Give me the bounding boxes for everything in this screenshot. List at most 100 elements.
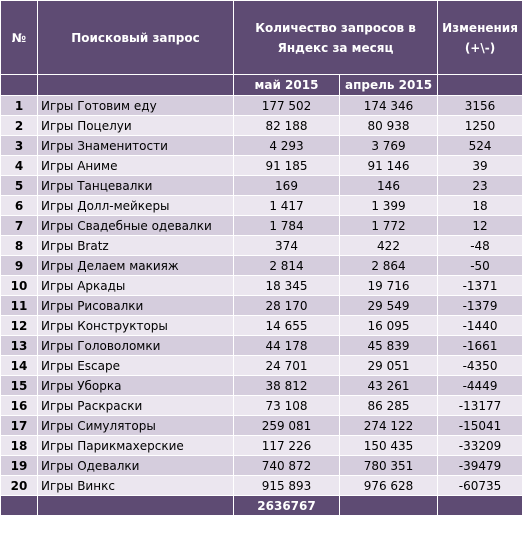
row-april-count: 45 839 [338, 335, 439, 356]
row-number: 16 [0, 395, 38, 416]
table-row: 17 Игры Симуляторы 259 081 274 122 -15041 [0, 415, 522, 436]
row-may-count: 91 185 [233, 155, 340, 176]
row-april-count: 146 [338, 175, 439, 196]
row-number: 9 [0, 255, 38, 276]
row-query: Игры Долл-мейкеры [37, 195, 234, 216]
row-april-count: 3 769 [338, 135, 439, 156]
row-change: -1371 [437, 275, 522, 296]
row-number: 13 [0, 335, 38, 356]
row-query: Игры Свадебные одевалки [37, 215, 234, 236]
table-body: 1 Игры Готовим еду 177 502 174 346 3156 2 Игры… [0, 95, 522, 496]
row-change: -1379 [437, 295, 522, 316]
row-query: Игры Аниме [37, 155, 234, 176]
row-april-count: 43 261 [338, 375, 439, 396]
row-query: Игры Парикмахерские [37, 435, 234, 456]
sub-empty-1 [0, 74, 38, 96]
row-may-count: 2 814 [233, 255, 340, 276]
row-may-count: 740 872 [233, 455, 340, 476]
row-change: 12 [437, 215, 522, 236]
table-row: 1 Игры Готовим еду 177 502 174 346 3156 [0, 95, 522, 116]
table-row: 4 Игры Аниме 91 185 91 146 39 [0, 155, 522, 176]
row-change: -1440 [437, 315, 522, 336]
row-may-count: 28 170 [233, 295, 340, 316]
total-empty-2 [37, 495, 234, 516]
total-empty-1 [0, 495, 38, 516]
row-query: Игры Аркады [37, 275, 234, 296]
total-row: 2636767 [0, 495, 522, 516]
row-query: Игры Танцевалки [37, 175, 234, 196]
sub-empty-2 [37, 74, 234, 96]
row-may-count: 18 345 [233, 275, 340, 296]
row-change: 18 [437, 195, 522, 216]
row-april-count: 29 051 [338, 355, 439, 376]
row-number: 3 [0, 135, 38, 156]
row-number: 10 [0, 275, 38, 296]
row-change: -13177 [437, 395, 522, 416]
col-query-header: Поисковый запрос [37, 0, 234, 75]
row-change: 23 [437, 175, 522, 196]
row-change: 3156 [437, 95, 522, 116]
row-change: 39 [437, 155, 522, 176]
table-row: 11 Игры Рисовалки 28 170 29 549 -1379 [0, 295, 522, 316]
table-row: 10 Игры Аркады 18 345 19 716 -1371 [0, 275, 522, 296]
row-may-count: 169 [233, 175, 340, 196]
row-may-count: 4 293 [233, 135, 340, 156]
table-row: 2 Игры Поцелуи 82 188 80 938 1250 [0, 115, 522, 136]
row-number: 2 [0, 115, 38, 136]
row-april-count: 86 285 [338, 395, 439, 416]
row-number: 12 [0, 315, 38, 336]
row-query: Игры Симуляторы [37, 415, 234, 436]
row-may-count: 1 784 [233, 215, 340, 236]
table-row: 8 Игры Bratz 374 422 -48 [0, 235, 522, 256]
total-empty-3 [338, 495, 439, 516]
row-query: Игры Винкс [37, 475, 234, 496]
row-number: 4 [0, 155, 38, 176]
table-row: 13 Игры Головоломки 44 178 45 839 -1661 [0, 335, 522, 356]
row-april-count: 1 399 [338, 195, 439, 216]
row-query: Игры Конструкторы [37, 315, 234, 336]
row-may-count: 915 893 [233, 475, 340, 496]
row-april-count: 274 122 [338, 415, 439, 436]
row-april-count: 1 772 [338, 215, 439, 236]
table-row: 5 Игры Танцевалки 169 146 23 [0, 175, 522, 196]
col-change-header: Изменения (+\-) [437, 0, 522, 75]
row-april-count: 780 351 [338, 455, 439, 476]
row-may-count: 38 812 [233, 375, 340, 396]
row-april-count: 80 938 [338, 115, 439, 136]
row-may-count: 24 701 [233, 355, 340, 376]
table-row: 16 Игры Раскраски 73 108 86 285 -13177 [0, 395, 522, 416]
row-may-count: 44 178 [233, 335, 340, 356]
row-april-count: 976 628 [338, 475, 439, 496]
row-april-count: 150 435 [338, 435, 439, 456]
row-change: -4350 [437, 355, 522, 376]
table-row: 3 Игры Знаменитости 4 293 3 769 524 [0, 135, 522, 156]
row-query: Игры Головоломки [37, 335, 234, 356]
row-query: Игры Одевалки [37, 455, 234, 476]
row-april-count: 2 864 [338, 255, 439, 276]
row-number: 6 [0, 195, 38, 216]
col-num-header: № [0, 0, 38, 75]
row-number: 8 [0, 235, 38, 256]
queries-table: № Поисковый запрос Количество запросов в… [0, 0, 522, 516]
sub-may-header: май 2015 [233, 74, 340, 96]
total-empty-4 [437, 495, 522, 516]
row-number: 1 [0, 95, 38, 116]
row-may-count: 374 [233, 235, 340, 256]
row-change: -15041 [437, 415, 522, 436]
row-number: 19 [0, 455, 38, 476]
row-april-count: 16 095 [338, 315, 439, 336]
row-may-count: 259 081 [233, 415, 340, 436]
row-query: Игры Делаем макияж [37, 255, 234, 276]
sub-april-header: апрель 2015 [338, 74, 439, 96]
row-number: 17 [0, 415, 38, 436]
row-change: -33209 [437, 435, 522, 456]
row-number: 20 [0, 475, 38, 496]
row-april-count: 91 146 [338, 155, 439, 176]
row-may-count: 82 188 [233, 115, 340, 136]
row-may-count: 73 108 [233, 395, 340, 416]
table-row: 7 Игры Свадебные одевалки 1 784 1 772 12 [0, 215, 522, 236]
row-query: Игры Поцелуи [37, 115, 234, 136]
table-row: 6 Игры Долл-мейкеры 1 417 1 399 18 [0, 195, 522, 216]
row-number: 15 [0, 375, 38, 396]
row-change: -4449 [437, 375, 522, 396]
